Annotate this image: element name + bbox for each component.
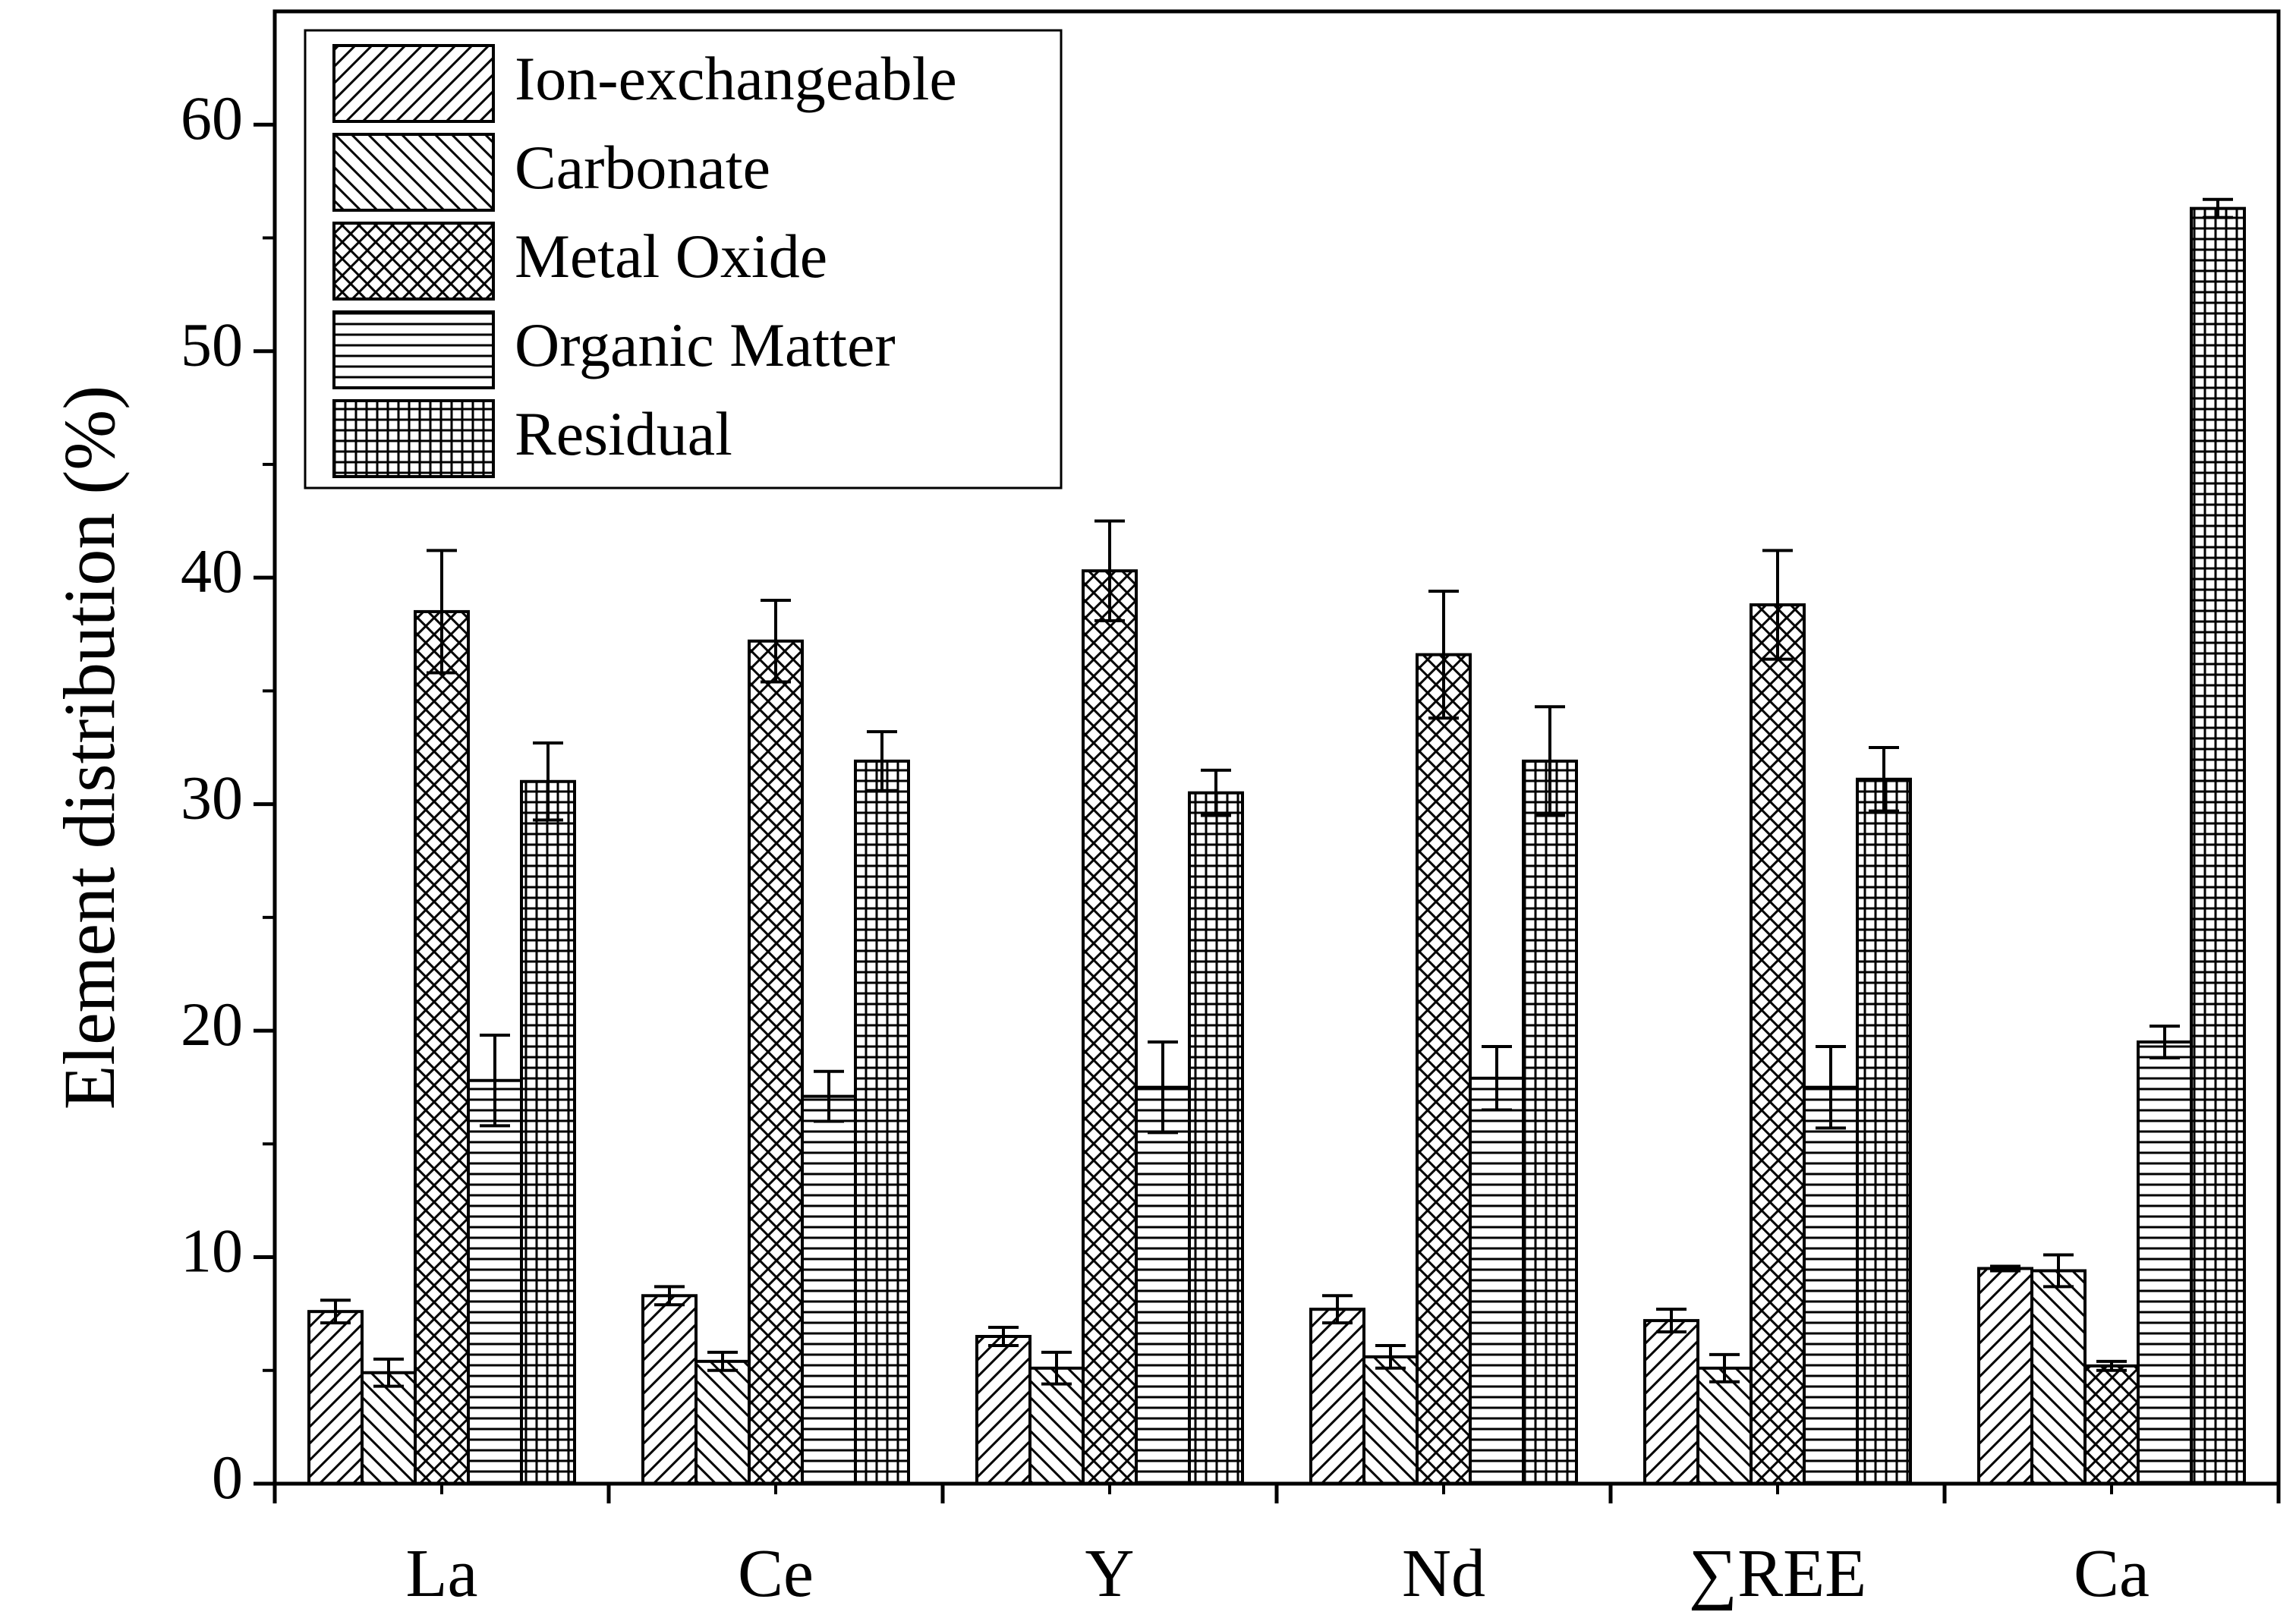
category-label: ∑REE	[1689, 1536, 1866, 1611]
category-label: La	[406, 1536, 478, 1611]
y-tick-label: 20	[181, 990, 243, 1059]
bar	[1750, 603, 1806, 1485]
legend-label: Ion-exchangeable	[515, 44, 957, 113]
y-tick-label: 10	[181, 1216, 243, 1285]
bar	[854, 759, 910, 1485]
legend-label: Metal Oxide	[515, 222, 827, 291]
bar	[2137, 1040, 2193, 1485]
legend-swatch	[332, 222, 495, 301]
bar	[1135, 1085, 1191, 1485]
legend-label: Organic Matter	[515, 310, 896, 379]
bar	[1643, 1319, 1699, 1485]
legend-label: Carbonate	[515, 133, 770, 202]
bar	[520, 779, 576, 1486]
bar	[1362, 1355, 1419, 1486]
category-label: Nd	[1402, 1536, 1485, 1611]
bar	[748, 639, 804, 1486]
category-label: Ca	[2074, 1536, 2150, 1611]
bar	[2083, 1364, 2140, 1486]
legend-swatch	[332, 133, 495, 212]
bar	[1977, 1267, 2033, 1485]
y-axis: 0 10 20 30 40 50 60	[181, 83, 275, 1512]
y-tick-label: 50	[181, 310, 243, 379]
x-axis	[272, 1484, 2281, 1503]
legend: Ion-exchangeable Carbonate Metal Oxide Orga…	[304, 29, 1063, 489]
bar	[1082, 569, 1138, 1486]
bar	[641, 1294, 698, 1486]
y-tick-label: 40	[181, 537, 243, 606]
series-residual	[520, 197, 2246, 1486]
bar	[1416, 653, 1472, 1486]
bar	[1469, 1076, 1525, 1486]
bar	[2190, 206, 2246, 1486]
y-tick-label: 30	[181, 763, 243, 832]
bar	[1188, 791, 1244, 1485]
legend-label: Residual	[515, 399, 732, 468]
y-tick-label: 60	[181, 83, 243, 153]
series-metal-oxide	[414, 519, 2140, 1486]
y-tick-label: 0	[212, 1443, 243, 1512]
bar	[467, 1078, 523, 1485]
series-ion-exchangeable	[307, 1264, 2033, 1486]
bar	[1522, 759, 1578, 1485]
bar	[414, 609, 470, 1485]
bar	[1803, 1085, 1859, 1485]
bar	[801, 1094, 857, 1485]
y-axis-title: Element distribution (%)	[49, 386, 130, 1110]
bar	[2030, 1269, 2087, 1485]
bar	[1309, 1308, 1365, 1485]
category-label: Ce	[738, 1536, 814, 1611]
legend-swatch	[332, 310, 495, 389]
category-labels: La Ce Y Nd ∑REE Ca	[406, 1536, 2150, 1611]
bar	[307, 1310, 364, 1485]
bar	[975, 1335, 1031, 1485]
bar	[694, 1359, 751, 1486]
bar	[1696, 1366, 1753, 1486]
category-label: Y	[1085, 1536, 1135, 1611]
legend-swatch	[332, 399, 495, 478]
bar	[361, 1371, 417, 1486]
bar	[1856, 777, 1912, 1486]
bar-series	[307, 197, 2246, 1486]
legend-swatch	[332, 44, 495, 123]
